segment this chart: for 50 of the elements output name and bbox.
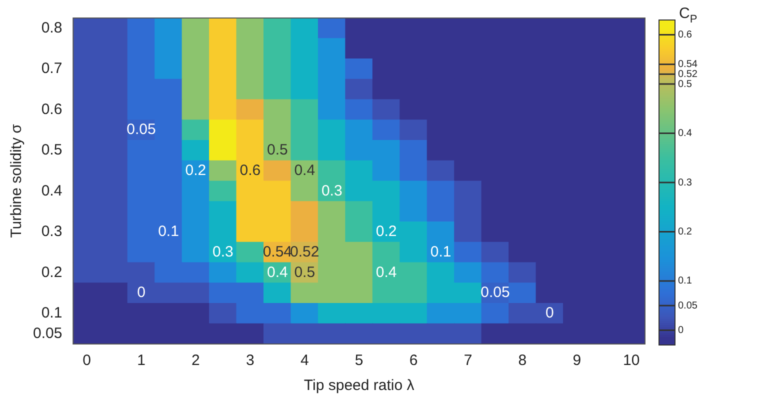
x-tick-label: 0 — [82, 352, 91, 370]
x-tick-label: 8 — [518, 352, 527, 370]
y-axis-title: Turbine solidity σ — [8, 123, 26, 238]
color-bar-label: 0.2 — [678, 226, 692, 238]
data-label: 0.6 — [240, 162, 261, 179]
data-label: 0.1 — [158, 223, 179, 240]
data-label: 0.05 — [480, 284, 510, 302]
color-bar-label: 0 — [678, 324, 684, 336]
data-label: 0.4 — [294, 162, 316, 179]
data-label: 0.5 — [294, 264, 316, 281]
data-label: 0.52 — [290, 243, 320, 260]
y-tick-label: 0.05 — [32, 324, 62, 342]
color-bar-label: 0.54 — [678, 59, 698, 70]
data-label: 0.54 — [262, 243, 292, 260]
x-tick-label: 5 — [354, 352, 364, 370]
color-bar-label: 0.4 — [678, 128, 692, 140]
x-tick-label: 9 — [572, 352, 582, 370]
data-label: 0.3 — [212, 243, 234, 260]
color-bar-label: 0.3 — [678, 177, 692, 188]
data-label: 0 — [137, 284, 146, 302]
x-tick-label: 7 — [464, 352, 472, 370]
y-tick-label: 0.6 — [41, 100, 62, 118]
x-axis-title: Tip speed ratio λ — [304, 377, 415, 394]
color-bar-label: 0.05 — [678, 300, 698, 312]
data-label: 0.2 — [185, 162, 206, 179]
data-label: 0.05 — [126, 121, 156, 138]
data-label: 0.4 — [266, 264, 288, 281]
color-bar-label: 0.1 — [678, 276, 692, 287]
data-label: 0.1 — [430, 243, 452, 260]
x-tick-label: 4 — [300, 352, 309, 370]
data-label: 0.4 — [376, 264, 397, 281]
data-label: 0.5 — [266, 142, 288, 159]
x-tick-label: 2 — [192, 352, 200, 370]
data-label: 0 — [546, 304, 554, 322]
x-tick-label: 3 — [246, 352, 254, 370]
y-tick-label: 0.4 — [41, 182, 62, 200]
x-tick-label: 10 — [623, 352, 640, 370]
y-tick-label: 0.7 — [41, 60, 62, 78]
y-tick-label: 0.8 — [41, 19, 62, 36]
y-tick-label: 0.2 — [41, 264, 62, 281]
x-tick-label: 6 — [409, 352, 418, 370]
data-label: 0.2 — [376, 223, 397, 240]
color-bar-label: 0.5 — [678, 78, 692, 90]
x-tick-label: 1 — [137, 352, 146, 370]
data-label: 0.3 — [321, 182, 342, 200]
y-tick-label: 0.5 — [41, 142, 62, 159]
y-tick-label: 0.1 — [41, 304, 62, 322]
y-tick-label: 0.3 — [41, 223, 62, 240]
color-bar-label: 0.6 — [678, 30, 692, 41]
color-bar-label: 0.52 — [678, 68, 698, 80]
